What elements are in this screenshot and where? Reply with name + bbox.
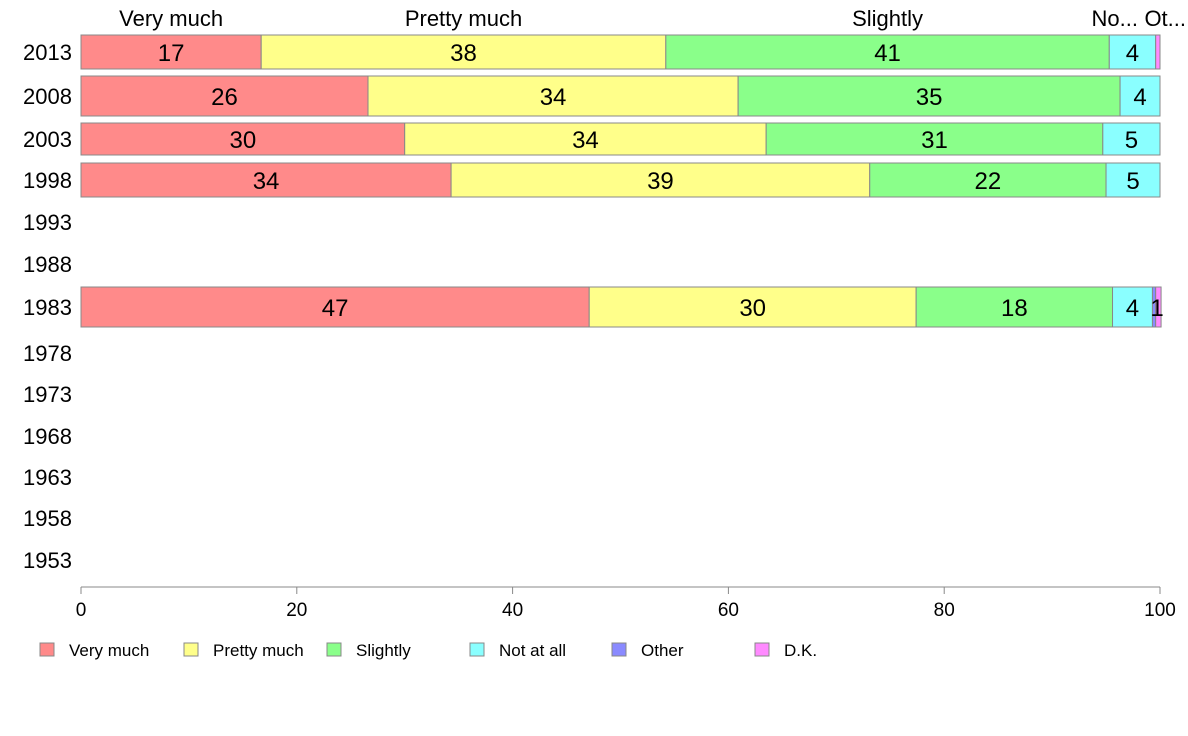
legend-swatch (326, 642, 342, 657)
top-category-label: Ot... (1144, 6, 1186, 31)
x-tick-label: 100 (1144, 600, 1176, 621)
data-label: 34 (540, 84, 567, 111)
y-tick-label: 1968 (23, 424, 72, 449)
legend-swatch (469, 642, 485, 657)
bar-segment (1119, 75, 1161, 117)
top-category-label: Pretty much (405, 6, 522, 31)
data-label: 30 (739, 295, 766, 322)
top-category-label: No... (1092, 6, 1138, 31)
y-tick-label: 2013 (23, 40, 72, 65)
bar-segment (915, 286, 1114, 328)
data-label: 5 (1125, 127, 1138, 154)
data-label: 18 (1001, 295, 1028, 322)
legend-swatch (39, 642, 55, 657)
data-label: 1 (1150, 295, 1163, 322)
y-tick-label: 1963 (23, 465, 72, 490)
bar-segment (260, 34, 667, 70)
bar-segment (80, 122, 406, 156)
legend-swatch (754, 642, 770, 657)
x-tick-label: 40 (502, 600, 523, 621)
x-tick-label: 0 (76, 600, 87, 621)
data-label: 4 (1126, 295, 1139, 322)
x-tick-label: 20 (286, 600, 307, 621)
bar-segment (450, 162, 871, 198)
bar-segment (80, 162, 452, 198)
bar-segment (588, 286, 917, 328)
legend-swatch (611, 642, 627, 657)
y-tick-label: 1988 (23, 252, 72, 277)
bar-segment (1155, 286, 1162, 328)
legend-label: D.K. (784, 641, 817, 660)
top-category-label: Slightly (852, 6, 923, 31)
data-label: 47 (322, 295, 349, 322)
data-label: 30 (229, 127, 256, 154)
data-label: 31 (921, 127, 948, 154)
bar-segment (1102, 122, 1161, 156)
data-label: 22 (975, 168, 1002, 195)
data-label: 5 (1126, 168, 1139, 195)
y-tick-label: 1973 (23, 382, 72, 407)
y-tick-label: 1983 (23, 295, 72, 320)
bar-segment (404, 122, 767, 156)
y-tick-label: 1993 (23, 210, 72, 235)
bar-segment (1112, 286, 1153, 328)
legend-swatch (183, 642, 199, 657)
y-tick-label: 1953 (23, 548, 72, 573)
legend-label: Slightly (356, 641, 411, 660)
data-label: 38 (450, 40, 477, 67)
y-tick-label: 1978 (23, 341, 72, 366)
bar-segment (367, 75, 739, 117)
data-label: 34 (253, 168, 280, 195)
bar-segment (80, 286, 590, 328)
legend-label: Very much (69, 641, 149, 660)
legend-label: Other (641, 641, 684, 660)
data-label: 4 (1133, 84, 1146, 111)
data-label: 41 (874, 40, 901, 67)
x-tick-label: 80 (934, 600, 955, 621)
data-label: 4 (1126, 40, 1139, 67)
data-label: 35 (916, 84, 943, 111)
y-tick-label: 2003 (23, 127, 72, 152)
y-tick-label: 2008 (23, 84, 72, 109)
y-tick-label: 1958 (23, 506, 72, 531)
bar-segment (80, 34, 262, 70)
bar-segment (665, 34, 1110, 70)
x-tick-label: 60 (718, 600, 739, 621)
data-label: 17 (158, 40, 185, 67)
bar-segment (1155, 34, 1161, 70)
legend-label: Pretty much (213, 641, 304, 660)
top-category-label: Very much (119, 6, 223, 31)
y-tick-label: 1998 (23, 168, 72, 193)
legend-label: Not at all (499, 641, 566, 660)
data-label: 34 (572, 127, 599, 154)
data-label: 39 (647, 168, 674, 195)
bar-segment (737, 75, 1121, 117)
bar-segment (80, 75, 369, 117)
bar-segment (1105, 162, 1161, 198)
data-label: 26 (211, 84, 238, 111)
